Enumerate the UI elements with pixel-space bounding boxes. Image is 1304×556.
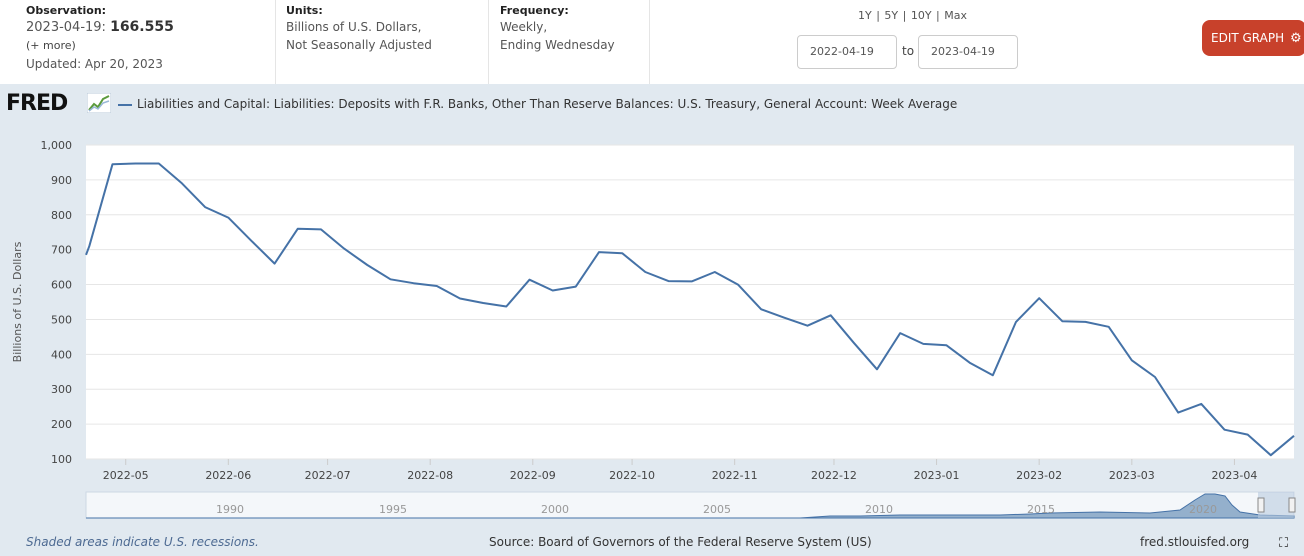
x-tick-label: 2022-12	[811, 469, 857, 482]
navigator-handle-right[interactable]	[1288, 497, 1296, 513]
navigator-handle-left[interactable]	[1257, 497, 1265, 513]
source-text: Source: Board of Governors of the Federa…	[489, 535, 872, 549]
observation-line: 2023-04-19: 166.555	[26, 18, 174, 37]
legend-swatch	[118, 103, 132, 106]
legend-series-title: Liabilities and Capital: Liabilities: De…	[118, 97, 957, 111]
date-from-input[interactable]: 2022-04-19	[797, 35, 897, 69]
units-line1: Billions of U.S. Dollars,	[286, 20, 422, 34]
date-to-label: to	[902, 44, 915, 58]
more-link[interactable]: (+ more)	[26, 39, 76, 52]
range-5y-link[interactable]: 5Y	[884, 9, 899, 22]
x-axis-ticks: 2022-05 2022-06 2022-07 2022-08 2022-09 2022-…	[103, 459, 1257, 482]
observation-block: Observation: 2023-04-19: 166.555 (+ more…	[26, 4, 174, 73]
y-axis-ticks: 100 200 300 400 500 600 700 800 900 1,000	[41, 139, 73, 466]
y-tick-label: 400	[51, 348, 72, 361]
gear-icon: ⚙	[1289, 31, 1302, 46]
units-label: Units:	[286, 4, 323, 17]
y-tick-label: 700	[51, 244, 72, 257]
navigator-label: 2000	[541, 503, 569, 516]
frequency-label: Frequency:	[500, 4, 569, 17]
fullscreen-icon[interactable]: ⛶	[1279, 536, 1289, 551]
x-tick-label: 2023-02	[1016, 469, 1062, 482]
navigator-labels: 1990 1995 2000 2005 2010 2015 2020	[216, 503, 1217, 516]
y-tick-label: 500	[51, 313, 72, 326]
range-1y-link[interactable]: 1Y	[858, 9, 872, 22]
divider	[275, 0, 276, 84]
legend-series-label: Liabilities and Capital: Liabilities: De…	[137, 97, 958, 111]
navigator-area	[86, 493, 1295, 519]
edit-graph-label: EDIT GRAPH	[1211, 31, 1285, 45]
frequency-block: Frequency: Weekly, Ending Wednesday	[500, 4, 615, 54]
units-block: Units: Billions of U.S. Dollars, Not Sea…	[286, 4, 432, 54]
range-links: 1Y | 5Y | 10Y | Max	[858, 9, 968, 22]
y-tick-label: 100	[51, 453, 72, 466]
observation-date: 2023-04-19:	[26, 20, 106, 35]
grid-lines	[86, 144, 1294, 460]
y-tick-label: 300	[51, 383, 72, 396]
x-tick-label: 2023-03	[1109, 469, 1155, 482]
navigator[interactable]: 1990 1995 2000 2005 2010 2015 2020	[85, 491, 1296, 519]
y-axis-label: Billions of U.S. Dollars	[11, 241, 24, 362]
x-tick-label: 2022-07	[305, 469, 351, 482]
frequency-line1: Weekly,	[500, 20, 548, 34]
x-tick-label: 2022-08	[407, 469, 453, 482]
observation-value: 166.555	[110, 19, 174, 35]
x-tick-label: 2022-06	[205, 469, 251, 482]
y-tick-label: 1,000	[41, 139, 73, 152]
navigator-label: 2005	[703, 503, 731, 516]
updated-date: Updated: Apr 20, 2023	[26, 57, 163, 71]
units-line2: Not Seasonally Adjusted	[286, 38, 432, 52]
x-tick-label: 2023-01	[914, 469, 960, 482]
y-tick-label: 900	[51, 174, 72, 187]
x-tick-label: 2022-10	[609, 469, 655, 482]
x-tick-label: 2022-05	[103, 469, 149, 482]
y-tick-label: 600	[51, 279, 72, 292]
fred-logo[interactable]: FRED	[6, 91, 68, 116]
plot-area	[86, 145, 1294, 459]
y-tick-label: 200	[51, 418, 72, 431]
navigator-label: 2010	[865, 503, 893, 516]
date-to-input[interactable]: 2023-04-19	[918, 35, 1018, 69]
line-chart: 100 200 300 400 500 600 700 800 900 1,000 2022-05…	[11, 139, 1296, 519]
x-tick-label: 2022-09	[510, 469, 556, 482]
y-tick-label: 800	[51, 209, 72, 222]
navigator-label: 2020	[1189, 503, 1217, 516]
navigator-label: 1995	[379, 503, 407, 516]
edit-graph-button[interactable]: EDIT GRAPH ⚙	[1202, 20, 1304, 56]
navigator-label: 1990	[216, 503, 244, 516]
range-max-link[interactable]: Max	[944, 9, 968, 22]
divider	[488, 0, 489, 84]
observation-label: Observation:	[26, 4, 107, 17]
navigator-label: 2015	[1027, 503, 1055, 516]
site-link[interactable]: fred.stlouisfed.org	[1140, 535, 1250, 549]
logo-graph-icon	[87, 93, 111, 113]
x-tick-label: 2022-11	[712, 469, 758, 482]
series-line	[85, 162, 1295, 457]
range-10y-link[interactable]: 10Y	[910, 9, 932, 22]
frequency-line2: Ending Wednesday	[500, 38, 615, 52]
header-bar: Observation: 2023-04-19: 166.555 (+ more…	[0, 0, 1304, 84]
recession-note: Shaded areas indicate U.S. recessions.	[26, 535, 259, 549]
x-tick-label: 2023-04	[1211, 469, 1257, 482]
divider	[649, 0, 650, 84]
